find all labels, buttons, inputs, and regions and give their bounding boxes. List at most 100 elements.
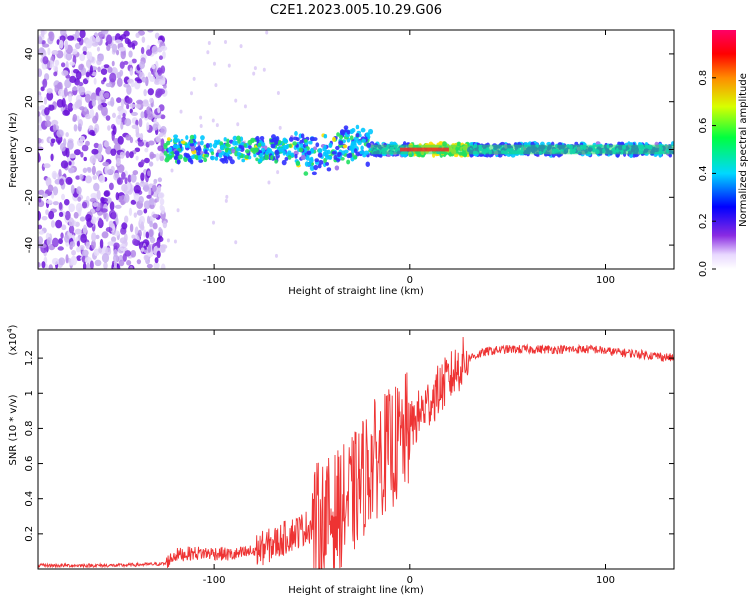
y-tick-label: -40 xyxy=(24,237,35,253)
heatmap-cell xyxy=(336,132,340,137)
heatmap-cell xyxy=(117,135,124,145)
heatmap-cell xyxy=(223,155,228,161)
heatmap-cell xyxy=(499,141,505,146)
colorbar-gradient xyxy=(712,30,736,269)
heatmap-cell xyxy=(130,111,138,117)
heatmap-cell xyxy=(313,164,319,171)
heatmap-cell xyxy=(93,142,99,149)
heatmap-cell xyxy=(170,168,174,173)
snr-panel: -100 0 100 0.2 0.4 0.6 0.8 1 1.2 Height of stra… xyxy=(6,324,675,596)
heatmap-cell xyxy=(112,112,117,118)
heatmap-cell xyxy=(120,121,124,130)
heatmap-cell xyxy=(65,254,69,264)
heatmap-cell xyxy=(189,142,195,147)
heatmap-cell xyxy=(314,158,319,163)
heatmap-cell xyxy=(197,141,201,146)
heatmap-cell xyxy=(190,155,195,160)
heatmap-cell xyxy=(348,129,355,135)
heatmap-cell xyxy=(108,220,114,228)
heatmap-cell xyxy=(76,37,82,42)
heatmap-cell xyxy=(44,120,52,128)
heatmap-cell xyxy=(140,111,145,119)
heatmap-cell xyxy=(71,48,78,55)
heatmap-cell xyxy=(131,234,136,239)
heatmap-cell xyxy=(157,192,165,199)
y-tick-label: 20 xyxy=(24,95,35,108)
heatmap-cell xyxy=(143,254,149,261)
heatmap-cell xyxy=(129,67,134,76)
heatmap-cell xyxy=(121,184,128,192)
heatmap-cell xyxy=(300,154,306,160)
heatmap-cell xyxy=(306,150,312,156)
heatmap-cell xyxy=(41,215,48,221)
heatmap-cell xyxy=(73,124,78,132)
heatmap-cell xyxy=(113,242,120,250)
heatmap-cell xyxy=(68,225,75,234)
scale-factor-label: (x104) xyxy=(6,324,19,355)
heatmap-cell xyxy=(160,125,167,135)
heatmap-cell xyxy=(162,50,166,59)
heatmap-cell xyxy=(60,62,66,68)
heatmap-cell xyxy=(311,171,317,176)
heatmap-cell xyxy=(58,238,63,245)
heatmap-cell xyxy=(61,193,65,201)
heatmap-cell xyxy=(105,115,111,121)
scale-factor-close: ) xyxy=(8,324,19,328)
heatmap-cell xyxy=(48,210,55,220)
heatmap-cell xyxy=(234,98,238,103)
heatmap-cell xyxy=(212,220,216,225)
heatmap-cell xyxy=(167,146,173,153)
heatmap-cell xyxy=(73,149,81,156)
heatmap-cell xyxy=(129,151,134,159)
y-tick-label: 0.8 xyxy=(24,420,35,436)
heatmap-cell xyxy=(100,196,105,203)
heatmap-cell xyxy=(89,129,95,136)
heatmap-cell xyxy=(51,119,59,127)
heatmap-cell xyxy=(200,140,204,146)
heatmap-cell xyxy=(54,84,59,94)
bottom-y-ticks: 0.2 0.4 0.6 0.8 1 1.2 xyxy=(24,350,674,542)
heatmap-cell xyxy=(97,104,103,111)
heatmap-cell xyxy=(137,140,145,147)
heatmap-cell xyxy=(165,156,171,162)
heatmap-cell xyxy=(95,234,100,240)
heatmap-cell xyxy=(80,151,84,158)
heatmap-cell xyxy=(315,142,320,148)
heatmap-cell xyxy=(210,155,215,161)
heatmap-cell xyxy=(234,240,238,245)
heatmap-cell xyxy=(149,75,156,82)
heatmap-cell xyxy=(115,39,122,44)
heatmap-cell xyxy=(103,64,110,69)
heatmap-cell xyxy=(154,32,160,39)
heatmap-cell xyxy=(74,42,81,50)
heatmap-cell xyxy=(219,144,225,151)
heatmap-cell xyxy=(63,234,70,243)
heatmap-cell xyxy=(59,178,65,186)
heatmap-cell xyxy=(129,103,136,108)
heatmap-cell xyxy=(153,261,160,269)
heatmap-cell xyxy=(175,152,180,157)
heatmap-cell xyxy=(157,145,165,152)
heatmap-cell xyxy=(307,162,312,167)
heatmap-cell xyxy=(116,97,122,103)
heatmap-cell xyxy=(130,249,137,258)
heatmap-cell xyxy=(77,99,83,108)
heatmap-cell xyxy=(303,139,308,143)
heatmap-cell xyxy=(79,174,84,181)
heatmap-cell xyxy=(101,252,110,263)
heatmap-cell xyxy=(120,98,124,109)
heatmap-cell xyxy=(72,86,78,91)
heatmap-cell xyxy=(668,153,672,158)
heatmap-cell xyxy=(53,71,58,77)
heatmap-cell xyxy=(199,115,203,120)
heatmap-cell xyxy=(284,156,289,161)
heatmap-cell xyxy=(278,125,282,130)
heatmap-cell xyxy=(185,153,190,158)
heatmap-cell xyxy=(61,70,69,77)
heatmap-cell xyxy=(136,99,144,105)
signal-band xyxy=(370,144,674,155)
heatmap-cell xyxy=(116,177,123,185)
heatmap-cell xyxy=(205,142,210,149)
heatmap-cell xyxy=(270,155,274,161)
heatmap-cell xyxy=(129,223,134,233)
